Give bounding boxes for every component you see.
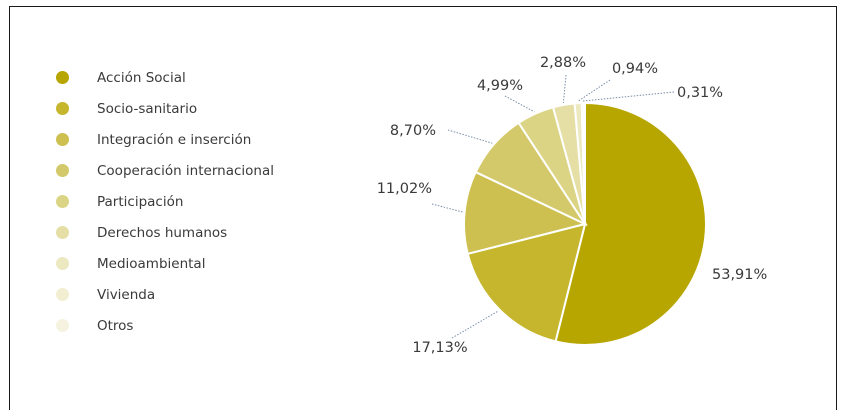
legend-swatch (56, 102, 69, 115)
legend-label: Otros (97, 317, 134, 334)
leader-line (504, 95, 535, 113)
legend-swatch (56, 71, 69, 84)
legend-swatch (56, 319, 69, 332)
legend-item: Cooperación internacional (56, 155, 274, 186)
legend-label: Derechos humanos (97, 224, 228, 241)
data-label: 53,91% (712, 267, 767, 283)
legend-label: Acción Social (97, 69, 186, 86)
leader-line (451, 310, 499, 339)
legend-swatch (56, 226, 69, 239)
data-label: 2,88% (540, 55, 586, 71)
legend: Acción Social Socio-sanitario Integració… (56, 62, 274, 341)
leader-line (431, 203, 463, 213)
leader-line (577, 79, 611, 102)
pie-slice (583, 101, 586, 225)
legend-item: Otros (56, 310, 274, 341)
legend-swatch (56, 288, 69, 301)
legend-item: Socio-sanitario (56, 93, 274, 124)
legend-item: Integración e inserción (56, 124, 274, 155)
data-label: 4,99% (477, 78, 523, 94)
legend-label: Vivienda (97, 286, 156, 303)
pie-slice (463, 170, 588, 256)
leader-line (582, 91, 675, 102)
leader-line (447, 129, 493, 144)
legend-label: Cooperación internacional (97, 162, 274, 179)
chart-frame (9, 6, 837, 410)
legend-swatch (56, 133, 69, 146)
data-label: 11,02% (377, 181, 432, 197)
legend-label: Socio-sanitario (97, 100, 198, 117)
pie-slice (554, 101, 707, 346)
data-label: 17,13% (412, 340, 467, 356)
legend-swatch (56, 257, 69, 270)
legend-item: Derechos humanos (56, 217, 274, 248)
legend-item: Medioambiental (56, 248, 274, 279)
pie-slice (466, 222, 587, 343)
legend-item: Acción Social (56, 62, 274, 93)
legend-label: Medioambiental (97, 255, 206, 272)
legend-swatch (56, 164, 69, 177)
legend-label: Participación (97, 193, 184, 210)
data-label: 8,70% (390, 123, 436, 139)
data-label: 0,94% (612, 61, 658, 77)
leader-line (562, 74, 567, 103)
legend-label: Integración e inserción (97, 131, 252, 148)
data-label: 0,31% (677, 85, 723, 101)
legend-swatch (56, 195, 69, 208)
legend-item: Participación (56, 186, 274, 217)
legend-item: Vivienda (56, 279, 274, 310)
